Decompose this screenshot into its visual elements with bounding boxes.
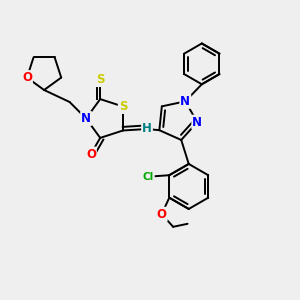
- Text: N: N: [192, 116, 202, 129]
- Text: S: S: [96, 73, 104, 86]
- Text: N: N: [81, 112, 91, 125]
- Text: O: O: [86, 148, 96, 160]
- Text: O: O: [157, 208, 167, 221]
- Text: O: O: [22, 71, 32, 84]
- Text: Cl: Cl: [142, 172, 154, 182]
- Text: S: S: [119, 100, 127, 113]
- Text: H: H: [142, 122, 152, 136]
- Text: N: N: [180, 95, 190, 108]
